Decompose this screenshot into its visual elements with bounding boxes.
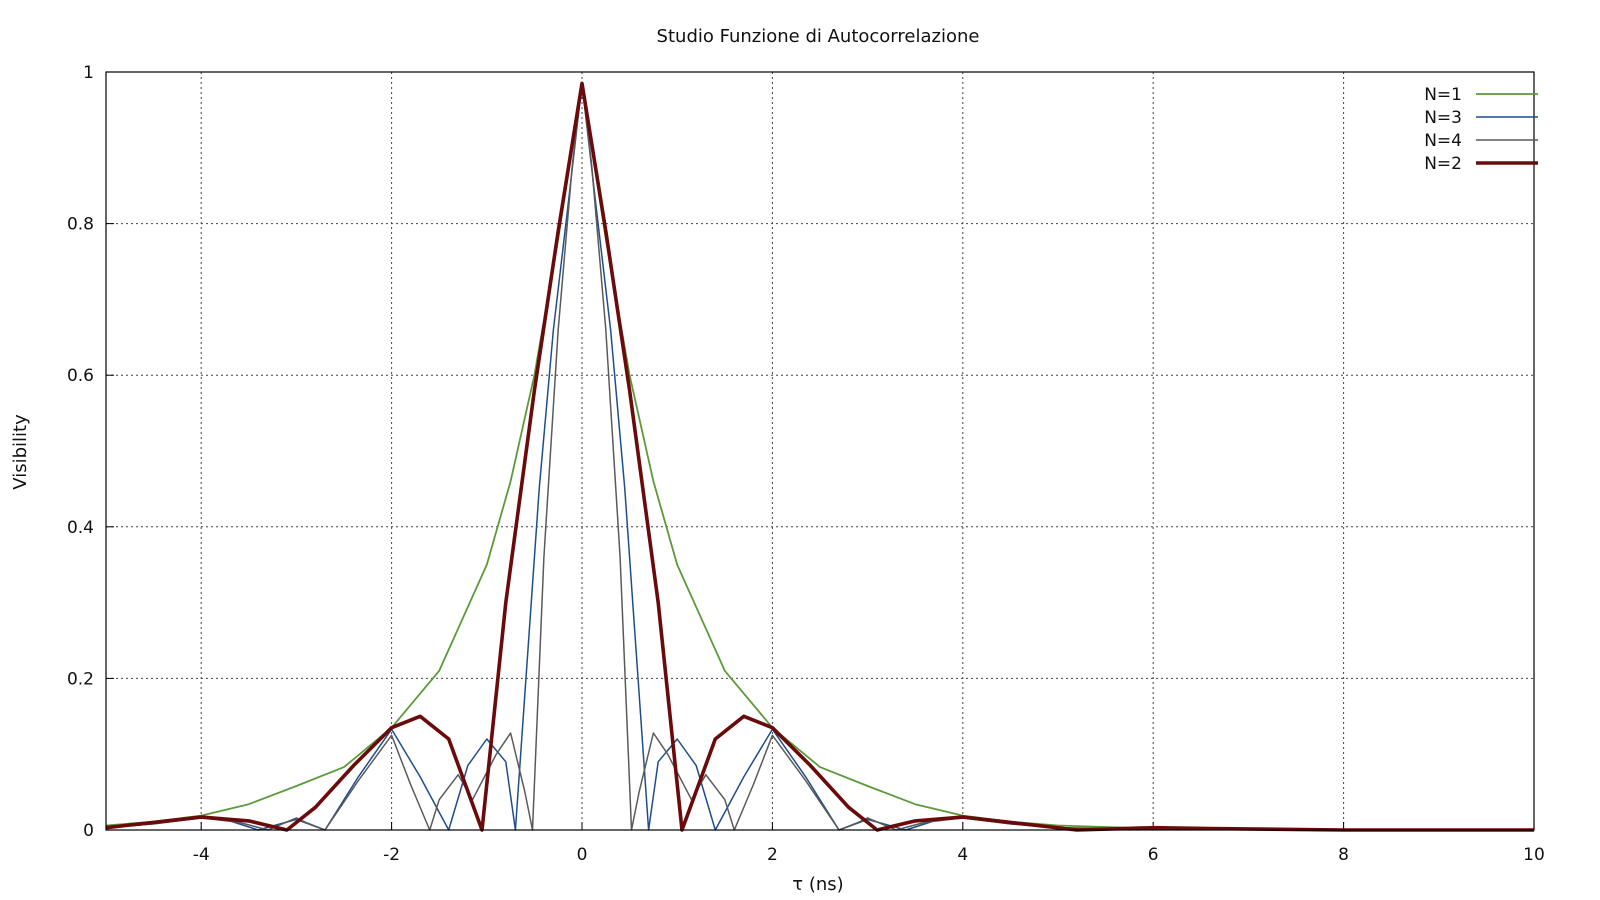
x-tick-label: 8 — [1338, 845, 1349, 865]
legend: N=1 N=3 N=4 N=2 — [1424, 85, 1538, 174]
x-tick-label: 2 — [767, 845, 778, 865]
legend-label: N=1 — [1424, 85, 1462, 105]
x-tick-label: 10 — [1523, 845, 1545, 865]
y-axis-label: Visibility — [10, 414, 31, 490]
series-line-n2 — [105, 81, 1534, 832]
y-tick-label: 0.6 — [67, 366, 94, 386]
plot-series — [105, 81, 1534, 832]
y-tick-label: 0.2 — [67, 669, 94, 689]
axis-ticks: -4 -2 0 2 4 6 8 10 0 0.2 0.4 0.6 0.8 1 — [67, 63, 1545, 865]
x-tick-label: 0 — [577, 845, 588, 865]
plot-frame — [105, 71, 1535, 831]
x-tick-label: 6 — [1148, 845, 1159, 865]
x-tick-label: -4 — [193, 845, 210, 865]
series-line-n1 — [105, 82, 1534, 831]
y-tick-label: 0.8 — [67, 215, 94, 235]
y-tick-label: 1 — [83, 63, 94, 83]
legend-label: N=3 — [1424, 108, 1462, 128]
series-line-n4 — [105, 82, 1534, 831]
series-line-n3 — [105, 82, 1534, 831]
x-axis-label: τ (ns) — [792, 874, 843, 895]
y-tick-label: 0 — [83, 821, 94, 841]
chart-title: Studio Funzione di Autocorrelazione — [657, 26, 980, 47]
y-tick-label: 0.4 — [67, 518, 94, 538]
legend-label: N=2 — [1424, 154, 1462, 174]
x-tick-label: 4 — [957, 845, 968, 865]
legend-label: N=4 — [1424, 131, 1462, 151]
x-tick-label: -2 — [383, 845, 400, 865]
grid — [106, 72, 1534, 830]
